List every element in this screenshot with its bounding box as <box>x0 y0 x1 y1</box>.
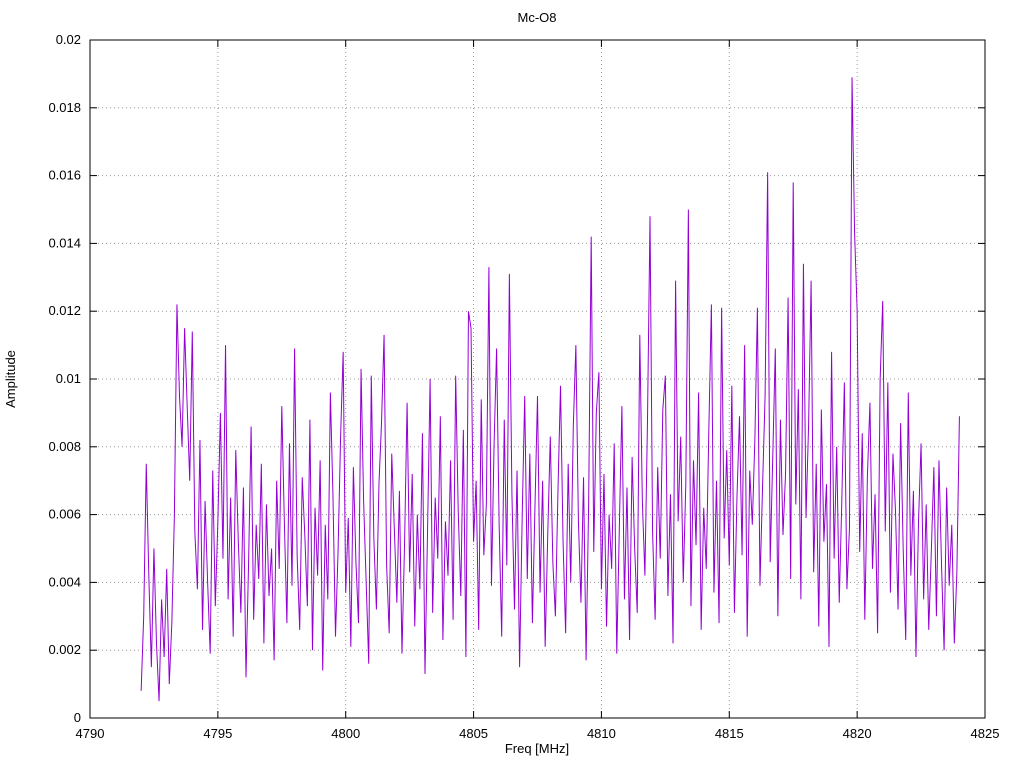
y-tick-label: 0.014 <box>48 235 81 250</box>
y-tick-label: 0.02 <box>56 32 81 47</box>
y-tick-label: 0.016 <box>48 168 81 183</box>
y-tick-label: 0.004 <box>48 574 81 589</box>
chart-title: Mc-O8 <box>518 10 557 25</box>
plot-border <box>89 39 986 719</box>
x-axis-label: Freq [MHz] <box>505 741 569 756</box>
y-tick-label: 0.008 <box>48 439 81 454</box>
x-tick-label: 4820 <box>843 726 872 741</box>
y-tick-label: 0.01 <box>56 371 81 386</box>
y-tick-label: 0.012 <box>48 303 81 318</box>
x-tick-label: 4815 <box>715 726 744 741</box>
series-layer <box>140 77 960 702</box>
x-tick-label: 4810 <box>587 726 616 741</box>
amplitude-series <box>140 77 960 702</box>
y-tick-label: 0 <box>74 710 81 725</box>
y-tick-label: 0.006 <box>48 507 81 522</box>
y-axis-label: Amplitude <box>3 350 18 408</box>
x-tick-label: 4800 <box>331 726 360 741</box>
tick-label-layer: 4790 4795 4800 4805 4810 4815 4820 4825 0 0.002 0.… <box>48 32 999 741</box>
x-tick-label: 4825 <box>971 726 1000 741</box>
x-tick-label: 4790 <box>76 726 105 741</box>
x-tick-label: 4805 <box>459 726 488 741</box>
y-tick-label: 0.018 <box>48 100 81 115</box>
y-tick-label: 0.002 <box>48 642 81 657</box>
x-tick-label: 4795 <box>203 726 232 741</box>
